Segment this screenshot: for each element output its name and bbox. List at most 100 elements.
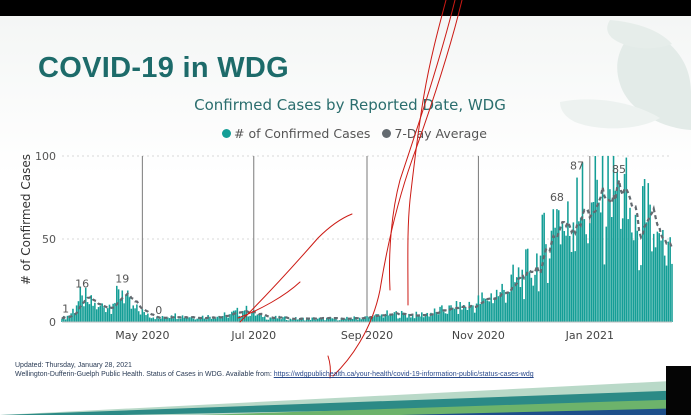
bar[interactable] [453, 308, 456, 322]
bar[interactable] [559, 244, 562, 322]
bar[interactable] [468, 301, 471, 322]
bar[interactable] [194, 319, 197, 322]
bar[interactable] [406, 317, 408, 322]
bar[interactable] [137, 311, 140, 322]
bar[interactable] [97, 307, 100, 322]
bar[interactable] [525, 249, 527, 322]
bar[interactable] [214, 318, 217, 322]
bar[interactable] [541, 214, 544, 322]
bar[interactable] [121, 290, 124, 322]
bar[interactable] [209, 316, 211, 322]
bar[interactable] [642, 186, 644, 322]
bar[interactable] [428, 316, 430, 322]
bar[interactable] [561, 223, 564, 322]
bar[interactable] [623, 173, 626, 322]
bar[interactable] [174, 313, 177, 322]
bar[interactable] [284, 316, 286, 322]
bar[interactable] [223, 312, 226, 322]
bar[interactable] [632, 240, 635, 322]
bar[interactable] [543, 212, 545, 322]
bar[interactable] [464, 306, 467, 322]
bar[interactable] [505, 302, 507, 322]
bar[interactable] [161, 315, 164, 322]
bar[interactable] [526, 248, 529, 322]
bar[interactable] [616, 172, 618, 322]
bar[interactable] [488, 301, 491, 322]
bar[interactable] [503, 289, 505, 322]
bar[interactable] [130, 308, 133, 322]
bar[interactable] [570, 251, 573, 322]
bar[interactable] [119, 299, 122, 322]
bar[interactable] [170, 315, 173, 322]
bar[interactable] [249, 315, 251, 322]
bar[interactable] [64, 319, 67, 322]
bar[interactable] [331, 318, 334, 322]
bar[interactable] [404, 314, 407, 322]
bar[interactable] [459, 301, 461, 322]
bar[interactable] [185, 316, 187, 322]
bar[interactable] [519, 287, 522, 322]
bar[interactable] [439, 306, 441, 322]
bar[interactable] [256, 314, 259, 322]
bar[interactable] [579, 217, 582, 322]
bar[interactable] [547, 282, 549, 322]
bar[interactable] [550, 230, 553, 322]
bar[interactable] [229, 314, 231, 322]
bar[interactable] [455, 301, 458, 322]
bar[interactable] [587, 243, 589, 322]
bar[interactable] [652, 233, 655, 322]
bar[interactable] [596, 179, 598, 322]
bar[interactable] [205, 319, 208, 322]
bar[interactable] [81, 295, 83, 322]
bar[interactable] [254, 315, 257, 322]
bar[interactable] [99, 305, 102, 322]
bar[interactable] [589, 223, 591, 322]
bar[interactable] [521, 269, 524, 322]
bar[interactable] [612, 156, 615, 322]
bar[interactable] [243, 310, 246, 322]
bar[interactable] [514, 282, 516, 322]
bar[interactable] [66, 315, 69, 322]
bar[interactable] [658, 233, 660, 322]
bar[interactable] [669, 237, 671, 322]
bar[interactable] [176, 319, 178, 322]
bar[interactable] [269, 317, 271, 322]
bar[interactable] [158, 318, 160, 322]
bar[interactable] [636, 230, 639, 322]
bar[interactable] [442, 311, 445, 322]
bar[interactable] [463, 304, 465, 322]
bar[interactable] [556, 209, 558, 322]
bar[interactable] [112, 303, 114, 322]
bar[interactable] [165, 318, 167, 322]
bar[interactable] [494, 297, 496, 322]
bar[interactable] [114, 302, 116, 322]
bar[interactable] [179, 318, 182, 322]
bar[interactable] [136, 304, 138, 322]
bar[interactable] [572, 222, 575, 322]
bar[interactable] [610, 217, 613, 322]
footer-source-link[interactable]: https://wdgpublichealth.ca/your-health/c… [273, 371, 534, 378]
bar[interactable] [649, 204, 651, 322]
bar[interactable] [178, 318, 180, 322]
bar[interactable] [598, 202, 600, 322]
bar[interactable] [605, 226, 608, 322]
bar[interactable] [486, 300, 489, 322]
bar[interactable] [415, 311, 418, 322]
bar[interactable] [225, 315, 228, 322]
bar[interactable] [410, 317, 412, 322]
bar[interactable] [128, 297, 131, 322]
bar[interactable] [660, 240, 662, 322]
bar[interactable] [63, 315, 65, 322]
bar[interactable] [594, 156, 597, 322]
bar[interactable] [141, 309, 144, 322]
bar[interactable] [629, 207, 631, 322]
bar[interactable] [103, 307, 105, 322]
bar[interactable] [88, 304, 91, 322]
bar[interactable] [576, 177, 578, 322]
bar[interactable] [643, 179, 646, 322]
bar[interactable] [152, 317, 155, 322]
bar[interactable] [607, 156, 609, 322]
bar[interactable] [437, 314, 440, 322]
bar[interactable] [609, 189, 611, 322]
bar[interactable] [620, 228, 622, 322]
